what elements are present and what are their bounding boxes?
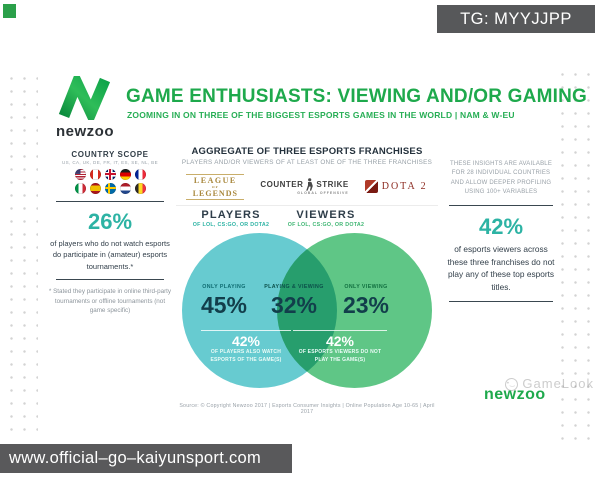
left-callout-line (201, 330, 291, 331)
aggregate-title: AGGREGATE OF THREE ESPORTS FRANCHISES (191, 146, 423, 157)
divider (449, 205, 553, 207)
divider (56, 278, 164, 280)
viewers-header: VIEWERS OF LOL, CS:GO, OR DOTA2 (271, 209, 381, 228)
flags-grid (44, 169, 176, 194)
viewers-header-label: VIEWERS (296, 209, 356, 221)
dota2-logo-icon (364, 180, 378, 193)
left-callout-text: OF PLAYERS ALSO WATCH ESPORTS OF THE GAM… (210, 349, 282, 363)
left-callout-value: 42% (231, 333, 261, 349)
newzoo-logo-text: newzoo (56, 123, 114, 140)
cs-soldier-icon (306, 178, 314, 191)
right-callout-text: OF ESPORTS VIEWERS DO NOT PLAY THE GAME(… (298, 349, 382, 363)
insights-note: THESE INSIGHTS ARE AVAILABLE FOR 28 INDI… (449, 161, 553, 195)
viewers-header-sub: OF LOL, CS:GO, OR DOTA2 (287, 222, 365, 228)
lol-logo-line1: LEAGUE (193, 175, 237, 185)
right-callout-value: 42% (325, 333, 355, 349)
players-tournament-stat-text: of players who do not watch esports do p… (50, 239, 170, 271)
tg-badge: TG: MYYJJPP (437, 5, 595, 33)
viewers-circle (277, 233, 432, 388)
flag-fr-icon (134, 169, 146, 180)
cs-logo-left: COUNTER (260, 180, 304, 189)
right-panel: THESE INSIGHTS ARE AVAILABLE FOR 28 INDI… (443, 160, 559, 310)
flag-it-icon (74, 183, 86, 194)
flag-ca-icon (89, 169, 101, 180)
footnote-text: * Stated they participate in online thir… (48, 287, 172, 315)
center-panel: AGGREGATE OF THREE ESPORTS FRANCHISES PL… (176, 146, 438, 415)
page-subtitle: ZOOMING IN ON THREE OF THE BIGGEST ESPOR… (127, 110, 515, 120)
cs-logo-right: STRIKE (316, 180, 349, 189)
league-of-legends-logo: LEAGUE OF LEGENDS (186, 173, 245, 200)
game-logos-row: LEAGUE OF LEGENDS COUNTER STRIKE GLOBAL … (176, 173, 438, 200)
flag-de-icon (119, 169, 131, 180)
playing-and-viewing-value: 32% (270, 292, 318, 318)
flag-nl-icon (119, 183, 131, 194)
flag-es-icon (89, 183, 101, 194)
flag-se-icon (104, 183, 116, 194)
country-scope-codes: US, CA, UK, DE, FR, IT, ES, SE, NL, BE (62, 160, 158, 165)
divider (449, 300, 553, 302)
only-playing-label: ONLY PLAYING (202, 284, 246, 290)
only-playing-value: 45% (200, 292, 248, 318)
playing-and-viewing-label: PLAYING & VIEWING (264, 284, 324, 290)
viewers-stat-value: 42% (478, 214, 524, 240)
aggregate-subtitle: PLAYERS AND/OR VIEWERS OF AT LEAST ONE O… (181, 159, 433, 166)
counter-strike-logo: COUNTER STRIKE GLOBAL OFFENSIVE (260, 178, 348, 195)
tg-badge-text: TG: MYYJJPP (460, 9, 572, 28)
cs-logo-sub: GLOBAL OFFENSIVE (297, 191, 349, 195)
left-panel: COUNTRY SCOPE US, CA, UK, DE, FR, IT, ES… (44, 150, 176, 316)
page-title: GAME ENTHUSIASTS: VIEWING AND/OR GAMING (126, 86, 587, 107)
url-watermark-bar: www.official–go–kaiyunsport.com (0, 444, 292, 473)
dot-pattern-right (556, 68, 598, 440)
players-header-sub: OF LOL, CS:GO, OR DOTA2 (192, 222, 270, 228)
divider (56, 201, 164, 202)
dota2-logo-text: DOTA 2 (381, 181, 428, 192)
section-divider (176, 205, 438, 206)
venn-headers: PLAYERS OF LOL, CS:GO, OR DOTA2 VIEWERS … (176, 209, 438, 231)
country-scope-title: COUNTRY SCOPE (71, 150, 149, 159)
venn-diagram: ONLY PLAYING PLAYING & VIEWING ONLY VIEW… (182, 233, 432, 393)
newzoo-logo: newzoo (50, 69, 120, 140)
newzoo-footer-logo: newzoo (484, 386, 546, 403)
players-header: PLAYERS OF LOL, CS:GO, OR DOTA2 (176, 209, 286, 228)
only-viewing-label: ONLY VIEWING (344, 284, 388, 290)
newzoo-logo-icon (58, 69, 111, 127)
players-tournament-stat-value: 26% (87, 209, 133, 234)
gamelook-watermark-text: GameLook (522, 376, 594, 391)
right-callout-line (293, 330, 387, 331)
flag-uk-icon (104, 169, 116, 180)
flag-us-icon (74, 169, 86, 180)
players-header-label: PLAYERS (201, 209, 261, 221)
flag-be-icon (134, 183, 146, 194)
only-viewing-value: 23% (342, 292, 390, 318)
dot-pattern-left (5, 72, 38, 440)
green-square-mark (3, 4, 16, 18)
dota2-logo: DOTA 2 (364, 180, 428, 193)
lol-logo-of: OF (211, 184, 219, 189)
url-watermark-text: www.official–go–kaiyunsport.com (9, 449, 262, 467)
gamelook-watermark: •‿ GameLook (504, 376, 594, 392)
viewers-stat-text: of esports viewers across these three fr… (447, 244, 555, 292)
source-line: Source: © Copyright Newzoo 2017 | Esport… (179, 403, 435, 415)
brand-footer: •‿ GameLook newzoo (478, 376, 594, 408)
lol-logo-line2: LEGENDS (192, 188, 238, 198)
